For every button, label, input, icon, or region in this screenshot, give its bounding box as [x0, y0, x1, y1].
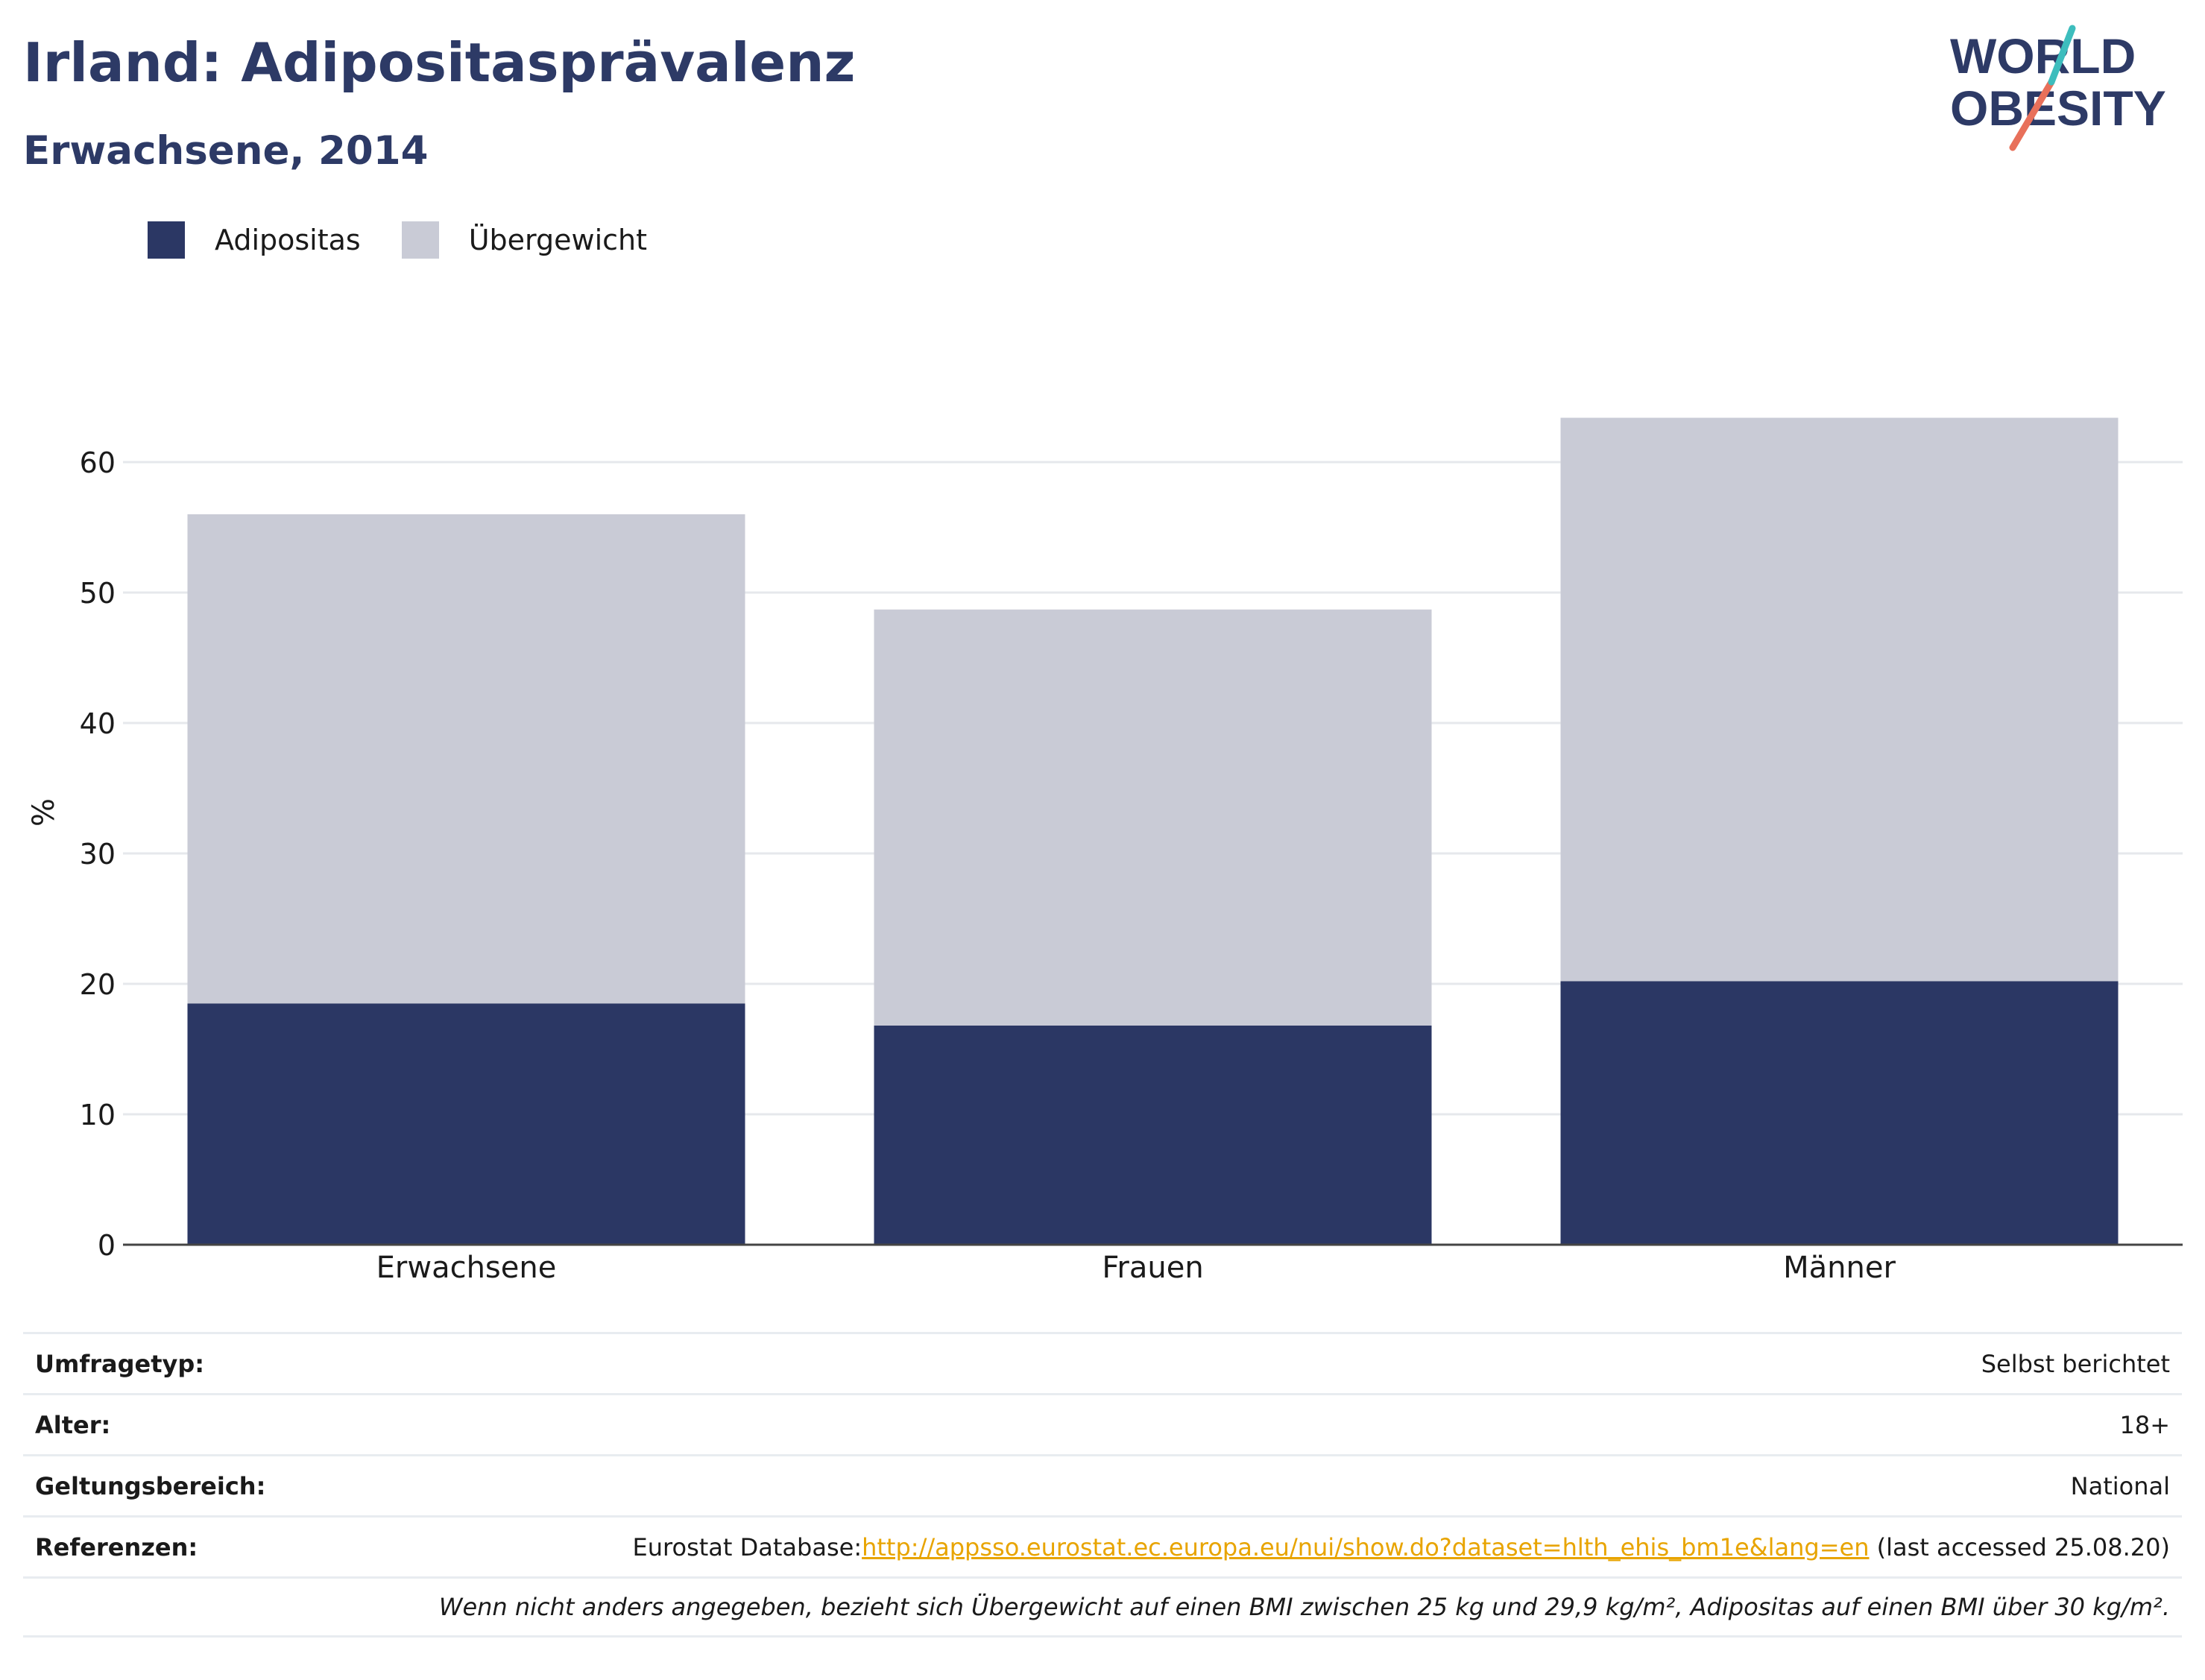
world-obesity-logo: WORLD OBESITY — [1950, 25, 2166, 151]
axes: 0 10 20 30 40 50 60 Erwachsene Frauen Männer — [80, 446, 2183, 1285]
y-axis-label: % — [27, 798, 61, 827]
references-link[interactable]: http://appsso.eurostat.ec.europa.eu/nui/… — [862, 1532, 1870, 1561]
meta-value: Selbst berichtet — [1981, 1349, 2170, 1378]
chart-legend: Adipositas Übergewicht — [148, 221, 688, 259]
meta-row-umfragetyp: Umfragetyp: Selbst berichtet — [23, 1332, 2182, 1393]
x-tick-label: Frauen — [1102, 1251, 1203, 1285]
meta-key: Umfragetyp: — [35, 1349, 205, 1378]
meta-row-geltungsbereich: Geltungsbereich: National — [23, 1454, 2182, 1515]
bar-uebergewicht-frauen[interactable] — [874, 609, 1432, 1026]
y-tick-label: 40 — [80, 707, 116, 740]
legend-swatch-adipositas — [148, 221, 185, 259]
meta-row-referenzen: Referenzen: Eurostat Database:http://app… — [23, 1515, 2182, 1576]
y-tick-label: 50 — [80, 577, 116, 610]
legend-label-uebergewicht: Übergewicht — [468, 224, 647, 256]
bar-uebergewicht-männer[interactable] — [1560, 417, 2119, 982]
references-prefix: Eurostat Database: — [632, 1532, 862, 1561]
bar-adipositas-männer[interactable] — [1560, 981, 2119, 1245]
meta-value: 18+ — [2119, 1410, 2170, 1439]
x-tick-label: Männer — [1783, 1251, 1896, 1285]
x-tick-label: Erwachsene — [376, 1251, 557, 1285]
logo-slash-teal — [2048, 25, 2076, 86]
legend-item-uebergewicht[interactable]: Übergewicht — [401, 221, 647, 259]
page-subtitle: Erwachsene, 2014 — [23, 128, 429, 174]
logo-line2: OBESITY — [1950, 80, 2166, 136]
y-tick-label: 10 — [80, 1099, 116, 1131]
y-tick-label: 20 — [80, 968, 116, 1001]
page-title: Irland: Adipositasprävalenz — [23, 31, 856, 94]
meta-row-alter: Alter: 18+ — [23, 1393, 2182, 1454]
logo-line1: WORLD — [1950, 28, 2136, 83]
bars — [187, 417, 2119, 1245]
legend-swatch-uebergewicht — [401, 221, 439, 259]
references-value: Eurostat Database:http://appsso.eurostat… — [633, 1533, 2170, 1561]
y-tick-label: 30 — [80, 838, 116, 871]
logo-slash-coral — [2009, 78, 2055, 151]
meta-value: National — [2070, 1471, 2170, 1500]
y-tick-label: 0 — [98, 1229, 116, 1262]
bar-adipositas-erwachsene[interactable] — [187, 1003, 745, 1245]
legend-item-adipositas[interactable]: Adipositas — [148, 221, 361, 259]
meta-key: Geltungsbereich: — [35, 1471, 266, 1500]
references-suffix: (last accessed 25.08.20) — [1869, 1532, 2170, 1561]
bar-adipositas-frauen[interactable] — [874, 1026, 1432, 1245]
definition-note: Wenn nicht anders angegeben, bezieht sic… — [438, 1593, 2170, 1621]
meta-row-note: Wenn nicht anders angegeben, bezieht sic… — [23, 1576, 2182, 1638]
metadata-table: Umfragetyp: Selbst berichtet Alter: 18+ … — [23, 1332, 2182, 1638]
legend-label-adipositas: Adipositas — [215, 224, 361, 256]
y-tick-label: 60 — [80, 446, 116, 479]
bar-uebergewicht-erwachsene[interactable] — [187, 514, 745, 1004]
bar-chart: 0 10 20 30 40 50 60 Erwachsene Frauen Männer % — [27, 417, 2183, 1285]
meta-key: Referenzen: — [35, 1532, 198, 1561]
meta-key: Alter: — [35, 1410, 111, 1439]
